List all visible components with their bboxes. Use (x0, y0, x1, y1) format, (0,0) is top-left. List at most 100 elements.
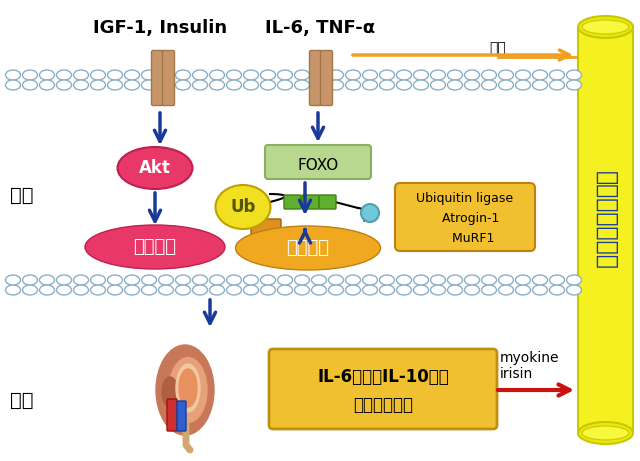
Ellipse shape (380, 275, 394, 285)
FancyBboxPatch shape (321, 51, 333, 106)
Ellipse shape (156, 345, 214, 435)
FancyBboxPatch shape (163, 51, 175, 106)
Ellipse shape (362, 285, 378, 295)
Ellipse shape (346, 275, 360, 285)
Ellipse shape (431, 80, 445, 90)
Ellipse shape (141, 80, 157, 90)
Ellipse shape (362, 275, 378, 285)
Ellipse shape (550, 275, 564, 285)
Ellipse shape (294, 80, 310, 90)
FancyBboxPatch shape (265, 145, 371, 179)
Ellipse shape (397, 285, 412, 295)
FancyBboxPatch shape (167, 399, 177, 431)
Ellipse shape (40, 275, 54, 285)
Ellipse shape (40, 70, 54, 80)
Ellipse shape (481, 70, 497, 80)
Text: 筋：: 筋： (10, 185, 34, 205)
Ellipse shape (380, 70, 394, 80)
Ellipse shape (227, 285, 241, 295)
Ellipse shape (56, 70, 72, 80)
Ellipse shape (125, 80, 140, 90)
Ellipse shape (566, 275, 582, 285)
Text: 腎：: 腎： (10, 390, 34, 409)
Ellipse shape (175, 285, 191, 295)
Ellipse shape (328, 275, 344, 285)
Ellipse shape (141, 285, 157, 295)
Ellipse shape (90, 275, 106, 285)
Ellipse shape (578, 16, 633, 38)
FancyBboxPatch shape (269, 349, 497, 429)
Ellipse shape (108, 285, 122, 295)
Ellipse shape (582, 426, 629, 440)
Ellipse shape (56, 80, 72, 90)
Ellipse shape (362, 80, 378, 90)
Ellipse shape (278, 275, 292, 285)
Ellipse shape (499, 285, 513, 295)
Ellipse shape (236, 226, 381, 270)
Ellipse shape (431, 285, 445, 295)
Ellipse shape (328, 70, 344, 80)
Text: FOXO: FOXO (298, 158, 339, 172)
Ellipse shape (413, 70, 429, 80)
Ellipse shape (278, 70, 292, 80)
Text: IGF-1, Insulin: IGF-1, Insulin (93, 19, 227, 37)
FancyBboxPatch shape (284, 195, 301, 209)
Ellipse shape (550, 285, 564, 295)
Text: Ub: Ub (230, 198, 256, 216)
Ellipse shape (465, 80, 479, 90)
Ellipse shape (227, 80, 241, 90)
Ellipse shape (413, 275, 429, 285)
Ellipse shape (431, 70, 445, 80)
Text: IL-6, TNF-α: IL-6, TNF-α (265, 19, 375, 37)
Ellipse shape (193, 70, 207, 80)
Ellipse shape (74, 80, 88, 90)
Ellipse shape (532, 70, 547, 80)
Ellipse shape (22, 70, 38, 80)
Ellipse shape (312, 70, 326, 80)
Ellipse shape (209, 285, 225, 295)
Ellipse shape (328, 285, 344, 295)
Ellipse shape (74, 70, 88, 80)
Ellipse shape (260, 80, 275, 90)
Ellipse shape (6, 275, 20, 285)
Text: IL-6減少、IL-10増加: IL-6減少、IL-10増加 (317, 368, 449, 386)
Ellipse shape (193, 285, 207, 295)
Ellipse shape (431, 275, 445, 285)
Ellipse shape (578, 422, 633, 444)
Ellipse shape (193, 275, 207, 285)
Ellipse shape (260, 285, 275, 295)
Ellipse shape (481, 285, 497, 295)
Ellipse shape (243, 80, 259, 90)
Ellipse shape (40, 80, 54, 90)
Ellipse shape (278, 80, 292, 90)
Ellipse shape (56, 285, 72, 295)
FancyBboxPatch shape (319, 195, 336, 209)
Ellipse shape (499, 80, 513, 90)
Ellipse shape (162, 377, 178, 407)
Ellipse shape (209, 70, 225, 80)
Ellipse shape (566, 70, 582, 80)
Text: Akt: Akt (139, 159, 171, 177)
Ellipse shape (380, 80, 394, 90)
Ellipse shape (397, 275, 412, 285)
Ellipse shape (125, 70, 140, 80)
Ellipse shape (118, 147, 193, 189)
Ellipse shape (159, 70, 173, 80)
Ellipse shape (243, 285, 259, 295)
Ellipse shape (294, 70, 310, 80)
Ellipse shape (260, 70, 275, 80)
Ellipse shape (243, 70, 259, 80)
Ellipse shape (108, 80, 122, 90)
Ellipse shape (56, 275, 72, 285)
Ellipse shape (515, 70, 531, 80)
Ellipse shape (176, 364, 200, 412)
FancyBboxPatch shape (578, 27, 633, 433)
Ellipse shape (22, 80, 38, 90)
Ellipse shape (125, 285, 140, 295)
Ellipse shape (40, 285, 54, 295)
Ellipse shape (22, 285, 38, 295)
FancyBboxPatch shape (177, 401, 186, 431)
Ellipse shape (6, 285, 20, 295)
Ellipse shape (175, 275, 191, 285)
Ellipse shape (175, 70, 191, 80)
